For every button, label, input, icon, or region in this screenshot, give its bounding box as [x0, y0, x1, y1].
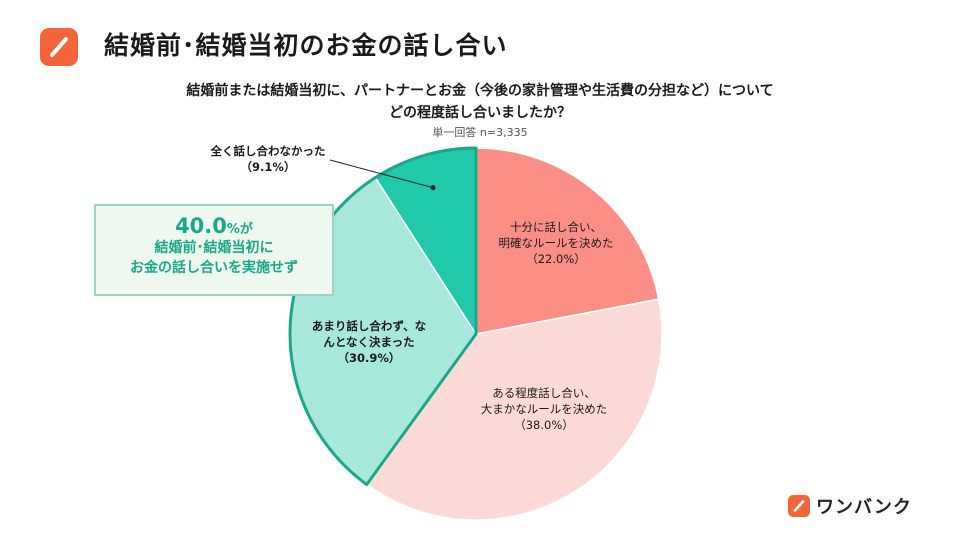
- callout-line2: お金の話し合いを実施せず: [130, 260, 298, 276]
- callout-headline: 40.0%が: [175, 214, 253, 238]
- slice-label-3: 全く話し合わなかった （9.1%）: [210, 144, 326, 174]
- leader-line: [329, 159, 434, 189]
- chart-question-line1: 結婚前または結婚当初に、パートナーとお金（今後の家計管理や生活費の分担など）につ…: [186, 83, 774, 99]
- pie-slice-0: [475, 147, 660, 335]
- chart-question-line2: どの程度話し合いましたか？: [389, 105, 571, 121]
- brand-logo: ワンバンク: [788, 494, 912, 518]
- pie-slice-1: [365, 298, 663, 521]
- leader-dot: [430, 185, 436, 191]
- slice-label-1: ある程度話し合い、 大まかなルールを決めた （38.0%）: [480, 386, 608, 432]
- callout-line1: 結婚前･結婚当初に: [154, 240, 274, 256]
- slice-label-0: 十分に話し合い、 明確なルールを決めた （22.0%）: [498, 220, 614, 266]
- brand-name: ワンバンク: [816, 497, 912, 518]
- page-title: 結婚前･結婚当初のお金の話し合い: [104, 31, 508, 60]
- slice-label-2: あまり話し合わず、な んとなく決まった （30.9%）: [311, 319, 427, 365]
- sample-size-note: 単一回答 n=3,335: [432, 126, 528, 139]
- callout-box: 40.0%が 結婚前･結婚当初に お金の話し合いを実施せず: [94, 204, 334, 296]
- pencil-logo-icon: [40, 28, 78, 66]
- brand-pencil-icon: [788, 495, 810, 517]
